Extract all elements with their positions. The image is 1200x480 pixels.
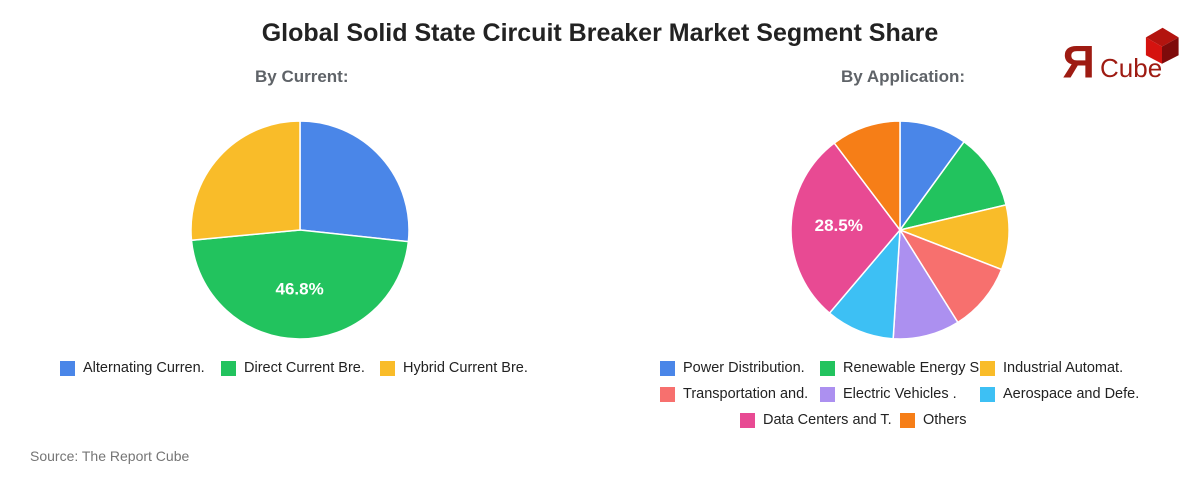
svg-text:46.8%: 46.8% [276, 279, 324, 298]
svg-text:28.5%: 28.5% [815, 216, 863, 235]
